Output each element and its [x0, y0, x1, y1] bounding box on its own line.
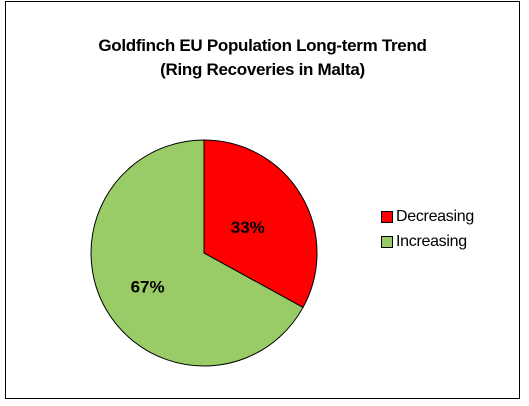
legend-swatch-increasing [381, 236, 393, 248]
chart-area: Goldfinch EU Population Long-term Trend … [5, 1, 520, 399]
legend-label-decreasing: Decreasing [396, 208, 474, 225]
legend-swatch-decreasing [381, 211, 393, 223]
legend-item-increasing: Increasing [381, 233, 467, 251]
legend-label-increasing: Increasing [396, 233, 467, 250]
pie-slice-increasing [90, 139, 304, 367]
data-label-decreasing: 33% [231, 218, 265, 237]
pie-slice-decreasing [203, 139, 318, 309]
pie-chart: 33% 67% [90, 139, 318, 367]
legend-item-decreasing: Decreasing [381, 208, 474, 226]
chart-title-line-1: Goldfinch EU Population Long-term Trend [98, 36, 427, 55]
data-label-increasing: 67% [131, 277, 165, 296]
chart-title-line-2: (Ring Recoveries in Malta) [160, 60, 365, 79]
